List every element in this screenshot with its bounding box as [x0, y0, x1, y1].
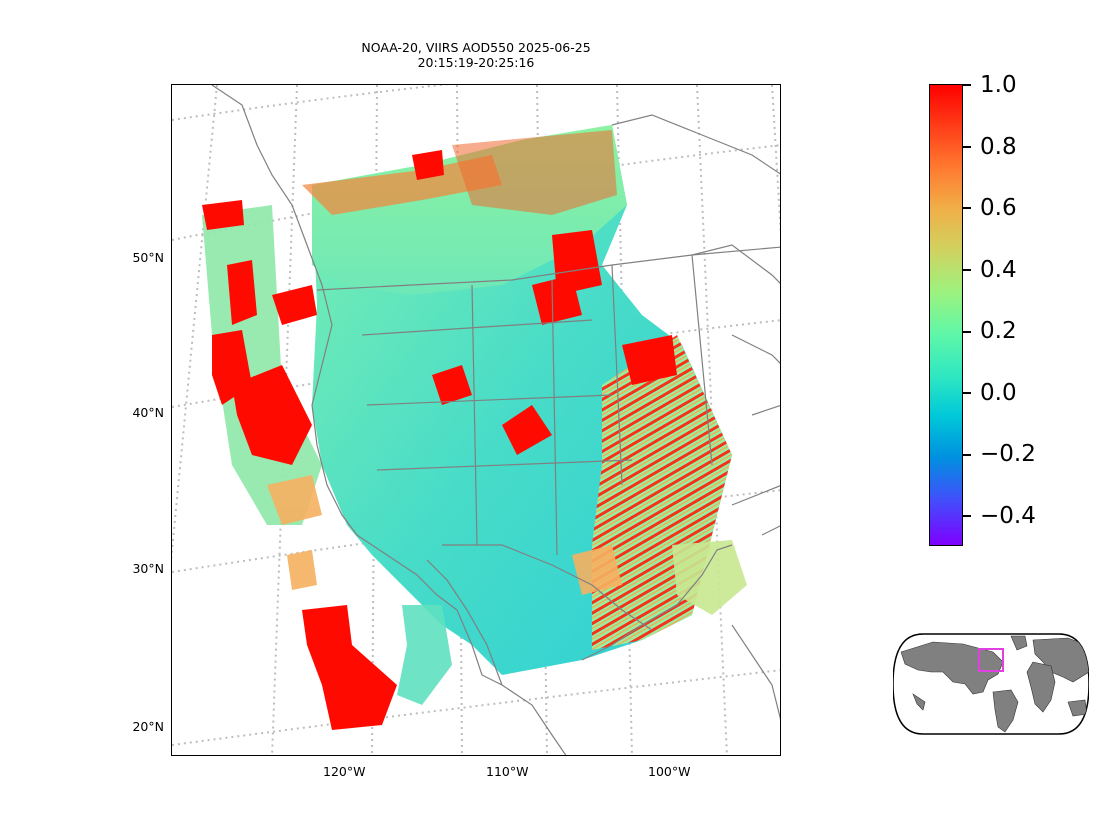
hudson-bay-coast	[611, 114, 780, 175]
islands-shape	[912, 693, 926, 711]
south-america-shape	[992, 689, 1019, 733]
lat-label-20n: 20°N	[132, 719, 164, 734]
colorbar-label-0-4: 0.4	[980, 257, 1017, 283]
world-locator-map	[892, 633, 1090, 735]
map-title: NOAA-20, VIIRS AOD550 2025-06-25 20:15:1…	[171, 40, 781, 70]
colorbar-tick	[963, 207, 971, 209]
colorbar-tick	[963, 515, 971, 517]
eastern-us-borders	[691, 244, 780, 506]
high-aod-clusters	[202, 150, 677, 730]
pacific-coastline	[211, 85, 503, 686]
lon-label-110w: 110°W	[486, 764, 529, 779]
domain-highlight-box	[978, 648, 1004, 672]
lat-label-50n: 50°N	[132, 250, 164, 265]
colorbar-label-0-6: 0.6	[980, 195, 1017, 221]
colorbar-tick	[963, 84, 971, 86]
moderate-aod-patches	[267, 475, 747, 615]
colorbar-label-0-0: 0.0	[980, 380, 1017, 406]
colorbar-tick	[963, 146, 971, 148]
lat-label-40n: 40°N	[132, 405, 164, 420]
lon-label-120w: 120°W	[323, 764, 366, 779]
title-line-1: NOAA-20, VIIRS AOD550 2025-06-25	[361, 40, 591, 55]
us-canada-border	[316, 246, 780, 291]
mexico-west-coast	[501, 684, 567, 755]
colorbar-label-1-0: 1.0	[980, 72, 1017, 98]
colorbar-tick	[963, 392, 971, 394]
colorbar-label-0-8: 0.8	[980, 134, 1017, 160]
colorbar	[929, 84, 963, 546]
baja-california-coast	[426, 559, 503, 686]
parallel-20n	[172, 669, 780, 746]
africa-shape	[1026, 661, 1056, 713]
title-line-2: 20:15:19-20:25:16	[417, 55, 535, 70]
lon-label-100w: 100°W	[648, 764, 691, 779]
lat-label-30n: 30°N	[132, 561, 164, 576]
state-borders	[361, 254, 713, 556]
colorbar-label-neg-0-2: −0.2	[980, 441, 1036, 467]
greenland-shape	[1010, 635, 1028, 651]
gulf-east-coast	[731, 525, 780, 720]
meridian-95w	[771, 85, 780, 237]
map-canvas	[172, 85, 780, 755]
meridian-130w	[172, 85, 218, 561]
colorbar-label-0-2: 0.2	[980, 318, 1017, 344]
continents	[900, 635, 1089, 733]
world-locator-inset	[892, 632, 1090, 736]
gulf-coast	[581, 544, 733, 661]
colorbar-tick	[963, 454, 971, 456]
us-mexico-border	[442, 544, 653, 631]
coastlines-borders	[211, 85, 780, 755]
colorbar-tick	[963, 331, 971, 333]
map-panel	[171, 84, 781, 756]
colorbar-tick	[963, 269, 971, 271]
colorbar-label-neg-0-4: −0.4	[980, 503, 1036, 529]
parallel-60n	[172, 85, 450, 121]
